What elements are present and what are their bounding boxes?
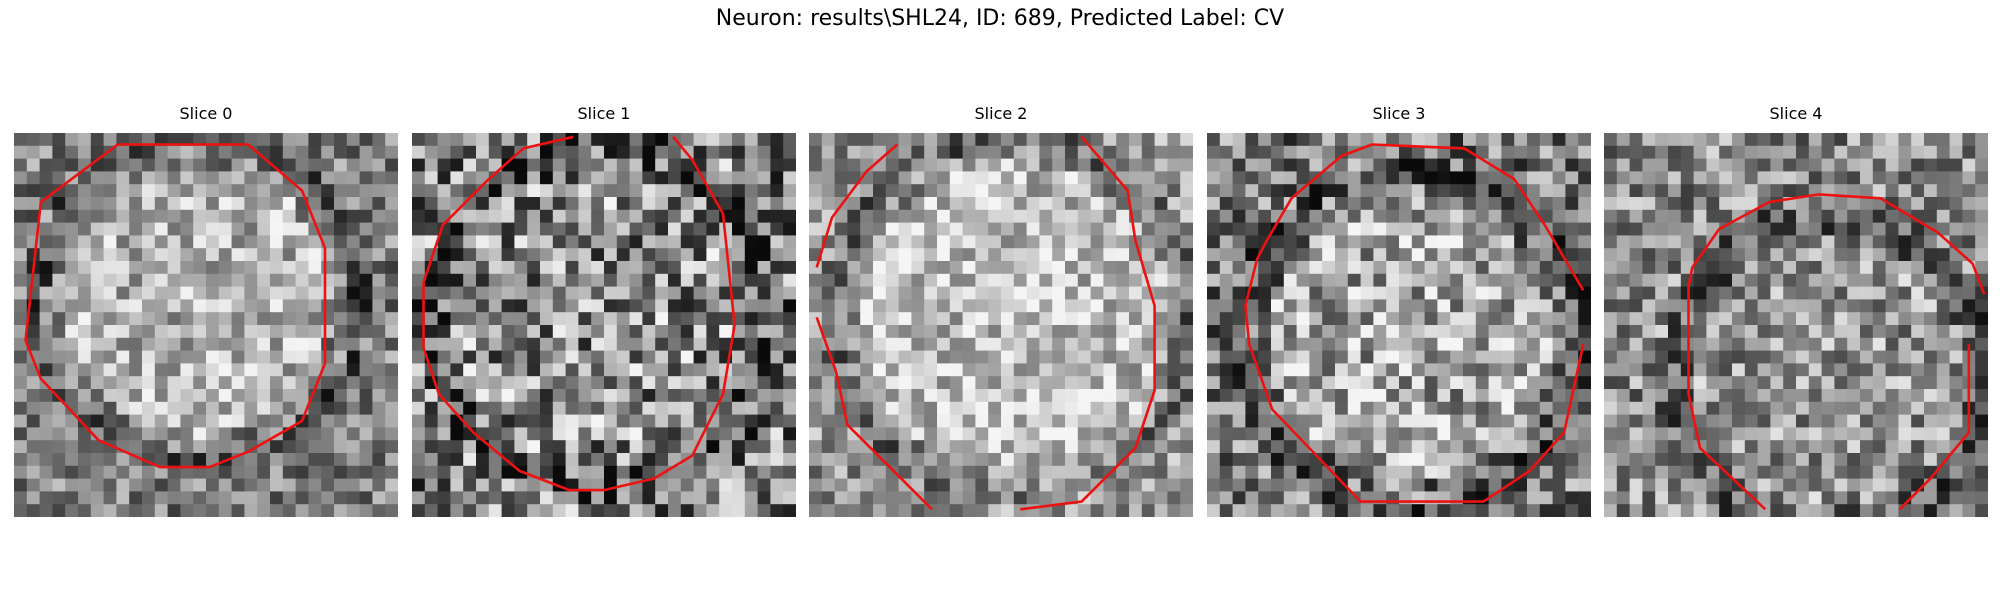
slice-image	[1604, 133, 1988, 517]
slice-title: Slice 1	[577, 104, 631, 123]
figure-title: Neuron: results\SHL24, ID: 689, Predicte…	[715, 6, 1285, 31]
segmentation-contour	[24, 143, 327, 469]
slice-title: Slice 4	[1769, 104, 1823, 123]
segmentation-contour	[422, 135, 574, 284]
slice-image	[1207, 133, 1591, 517]
segmentation-contour	[422, 135, 736, 492]
segmentation-contour	[1691, 193, 1986, 295]
segmentation-contour	[1020, 135, 1156, 511]
segmentation-contour	[1687, 267, 1767, 511]
slice-title: Slice 3	[1372, 104, 1426, 123]
segmentation-contour	[815, 316, 933, 511]
slice-title: Slice 0	[179, 104, 233, 123]
slice-image	[809, 133, 1193, 517]
segmentation-contour	[815, 143, 899, 268]
segmentation-contour	[1263, 143, 1585, 292]
slice-title: Slice 2	[974, 104, 1028, 123]
slice-image	[412, 133, 796, 517]
segmentation-contour	[1244, 243, 1585, 503]
slice-image	[14, 133, 398, 517]
segmentation-contour	[1898, 344, 1971, 511]
